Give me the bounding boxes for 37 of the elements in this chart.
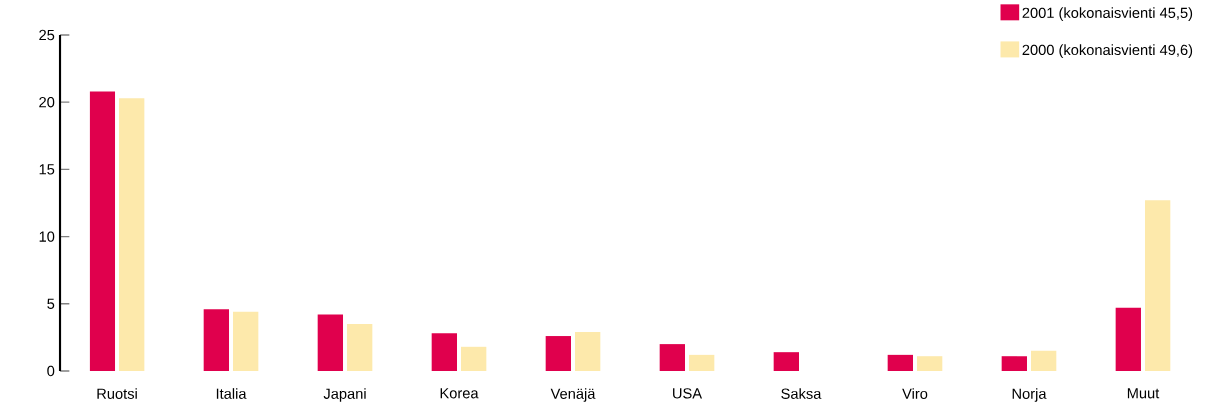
bar [317, 314, 344, 371]
bar [917, 356, 943, 371]
x-tick-label: Saksa [781, 388, 822, 399]
bar [773, 352, 799, 371]
bar [1001, 356, 1027, 371]
x-tick-label: Muut [1127, 388, 1160, 399]
y-tick-label: 15 [39, 164, 55, 175]
legend-label: 2000 (kokonaisvienti 49,6) [1022, 44, 1193, 58]
bar [431, 333, 458, 371]
bar [1144, 200, 1171, 371]
bar [1115, 307, 1141, 371]
bar [347, 323, 373, 371]
y-tick-label: 0 [47, 365, 55, 377]
y-tick-label: 20 [39, 97, 55, 108]
bar [89, 91, 116, 371]
bar [575, 332, 601, 371]
legend-label: 2001 (kokonaisvienti 45,5) [1022, 7, 1193, 21]
x-tick-label: Viro [902, 388, 928, 399]
bar [689, 354, 715, 371]
bar [203, 309, 230, 371]
bar [461, 346, 487, 371]
x-tick-label: Italia [216, 388, 247, 399]
y-tick-label: 10 [39, 231, 55, 242]
bar [887, 354, 913, 371]
x-tick-label: Venäjä [550, 388, 596, 402]
bar [1030, 350, 1057, 371]
y-tick-label: 25 [39, 29, 55, 41]
y-tick-label: 5 [47, 298, 55, 309]
bar [233, 311, 259, 371]
bar [659, 344, 685, 371]
x-tick-label: Norja [1012, 388, 1047, 402]
x-tick-label: USA [673, 388, 703, 399]
bar [119, 98, 145, 371]
x-tick-label: Ruotsi [97, 388, 137, 399]
bar [545, 336, 571, 371]
x-tick-label: Korea [440, 388, 479, 399]
x-tick-label: Japani [323, 388, 366, 402]
